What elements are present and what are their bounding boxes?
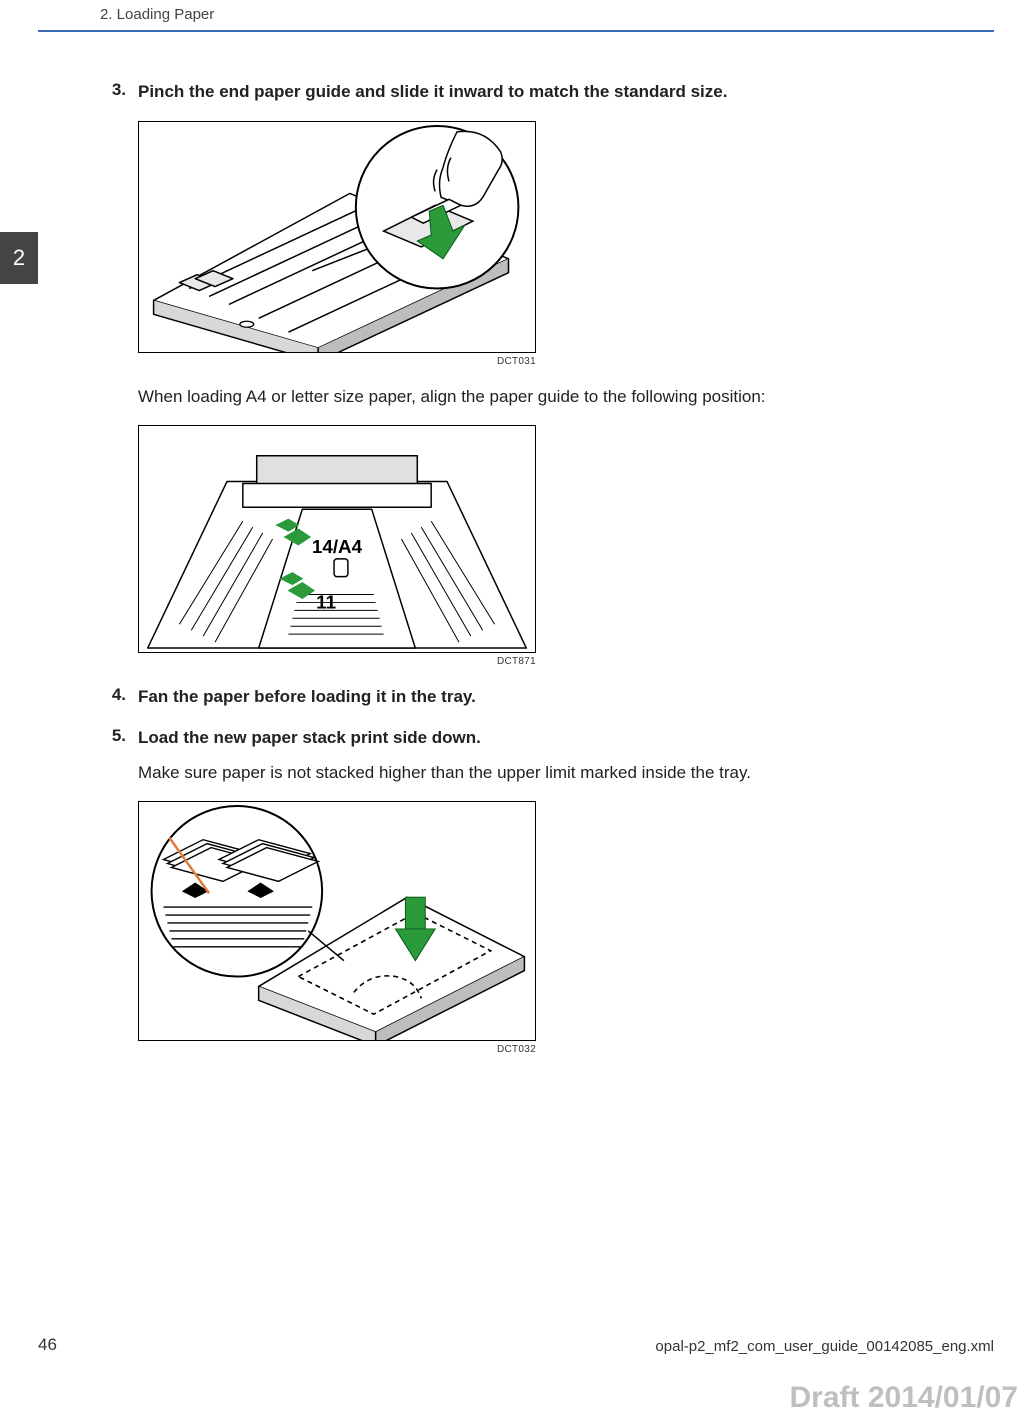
- figure-dct031: [138, 121, 536, 353]
- step-number: 4.: [100, 685, 138, 720]
- step-4: 4. Fan the paper before loading it in th…: [100, 685, 932, 720]
- figure-dct871: 14/A4 11: [138, 425, 536, 653]
- figure-1-wrap: DCT031: [138, 121, 932, 367]
- step-number: 5.: [100, 726, 138, 795]
- step-title: Pinch the end paper guide and slide it i…: [138, 80, 932, 105]
- step-5: 5. Load the new paper stack print side d…: [100, 726, 932, 795]
- fig2-label-bottom: 11: [316, 592, 336, 613]
- step-title: Load the new paper stack print side down…: [138, 726, 932, 751]
- fig2-label-top: 14/A4: [312, 536, 363, 557]
- page-content: 3. Pinch the end paper guide and slide i…: [100, 80, 932, 1073]
- section-header: 2. Loading Paper: [100, 6, 214, 23]
- figure-caption: DCT032: [138, 1044, 536, 1055]
- step-number: 3.: [100, 80, 138, 115]
- step-desc: Make sure paper is not stacked higher th…: [138, 761, 932, 786]
- figure-3-wrap: DCT032: [138, 801, 932, 1055]
- header-rule: [38, 30, 994, 32]
- step-after-text: When loading A4 or letter size paper, al…: [138, 385, 932, 410]
- page-number: 46: [38, 1335, 57, 1355]
- figure-caption: DCT031: [138, 356, 536, 367]
- figure-dct032: [138, 801, 536, 1041]
- chapter-tab: 2: [0, 232, 38, 284]
- step-title: Fan the paper before loading it in the t…: [138, 685, 932, 710]
- step-3-after: When loading A4 or letter size paper, al…: [100, 385, 932, 420]
- footer-filename: opal-p2_mf2_com_user_guide_00142085_eng.…: [655, 1338, 994, 1355]
- step-3: 3. Pinch the end paper guide and slide i…: [100, 80, 932, 115]
- draft-watermark: Draft 2014/01/07: [790, 1381, 1019, 1415]
- figure-caption: DCT871: [138, 656, 536, 667]
- figure-2-wrap: 14/A4 11 DCT871: [138, 425, 932, 667]
